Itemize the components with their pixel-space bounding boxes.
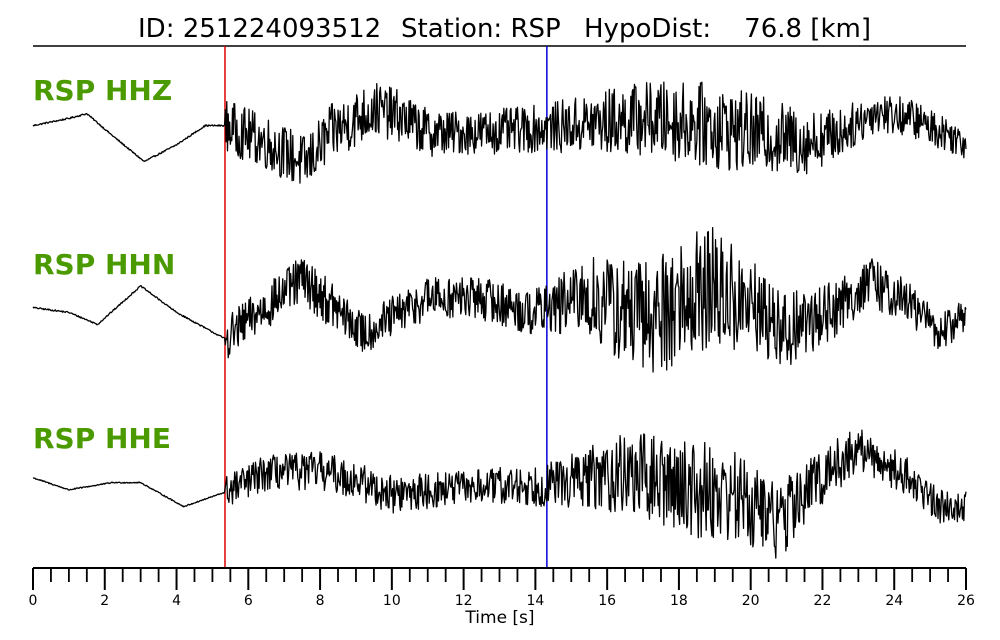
- tick-label: 8: [316, 593, 325, 609]
- trace-label-rsp-hhz: RSP HHZ: [33, 74, 172, 107]
- tick-label: 2: [100, 593, 109, 609]
- trace-labels: RSP HHZ RSP HHN RSP HHE: [33, 74, 175, 455]
- tick-label: 26: [957, 593, 975, 609]
- waveform-rsp-hhn: [32, 226, 967, 373]
- tick-label: 4: [172, 593, 181, 609]
- waveform-rsp-hhz: [32, 81, 967, 184]
- trace-label-rsp-hhe: RSP HHE: [33, 422, 171, 455]
- x-axis-label: Time [s]: [464, 608, 534, 628]
- waveform-rsp-hhe: [32, 429, 967, 559]
- event-id-text: ID: 251224093512: [138, 14, 381, 44]
- tick-label: 24: [885, 593, 903, 609]
- tick-label: 10: [383, 593, 401, 609]
- tick-label: 0: [29, 593, 38, 609]
- station-text: Station: RSP: [401, 14, 561, 44]
- tick-label: 22: [814, 593, 832, 609]
- tick-label: 18: [670, 593, 688, 609]
- hypodist-text: HypoDist: 76.8 [km]: [584, 14, 871, 44]
- tick-label: 12: [455, 593, 473, 609]
- trace-label-rsp-hhn: RSP HHN: [33, 248, 175, 281]
- waveform-traces: [32, 81, 967, 559]
- tick-label: 6: [244, 593, 253, 609]
- tick-label: 16: [598, 593, 616, 609]
- tick-label: 20: [742, 593, 760, 609]
- tick-label: 14: [526, 593, 544, 609]
